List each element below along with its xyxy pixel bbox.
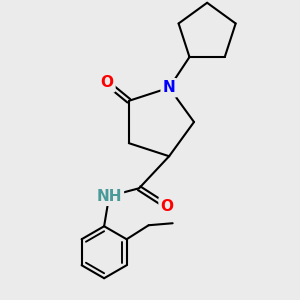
Text: N: N <box>163 80 176 95</box>
Text: O: O <box>160 199 174 214</box>
Text: NH: NH <box>96 189 122 204</box>
Text: O: O <box>100 75 113 90</box>
